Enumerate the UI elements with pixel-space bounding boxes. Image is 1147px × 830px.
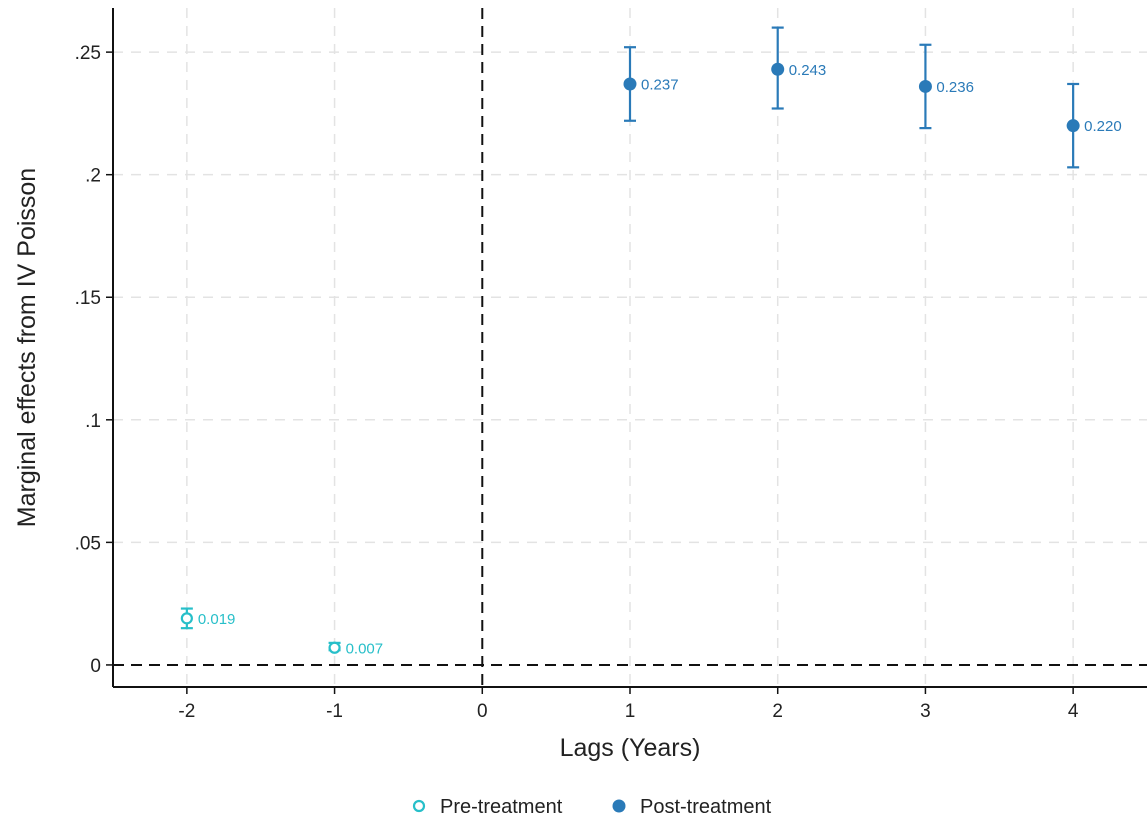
data-point: [1066, 119, 1080, 133]
data-point: [623, 77, 637, 91]
legend-marker-1: [612, 799, 626, 813]
x-tick-label: -2: [178, 701, 195, 722]
data-point: [918, 79, 932, 93]
y-tick-label: 0: [90, 656, 101, 677]
y-axis-title: Marginal effects from IV Poisson: [13, 168, 41, 527]
data-label: 0.019: [198, 611, 236, 628]
data-point: [771, 62, 785, 76]
legend-label-0: Pre-treatment: [440, 796, 563, 818]
data-label: 0.007: [346, 640, 384, 657]
data-point: [328, 641, 341, 654]
y-tick-label: .2: [85, 166, 101, 187]
x-tick-label: 3: [920, 701, 931, 722]
legend-label-1: Post-treatment: [640, 796, 772, 818]
x-tick-label: 4: [1068, 701, 1079, 722]
y-tick-label: .1: [85, 411, 101, 432]
x-tick-label: 2: [772, 701, 783, 722]
y-tick-label: .25: [75, 43, 101, 64]
data-point: [180, 612, 193, 625]
data-label: 0.237: [641, 76, 679, 93]
legend-marker-0: [412, 799, 426, 813]
y-tick-label: .15: [75, 288, 101, 309]
x-tick-label: 0: [477, 701, 488, 722]
x-tick-label: -1: [326, 701, 343, 722]
data-label: 0.220: [1084, 118, 1122, 135]
x-axis-title: Lags (Years): [560, 734, 701, 762]
data-label: 0.236: [936, 79, 974, 96]
y-tick-label: .05: [75, 533, 101, 554]
data-label: 0.243: [789, 62, 827, 79]
x-tick-label: 1: [625, 701, 636, 722]
